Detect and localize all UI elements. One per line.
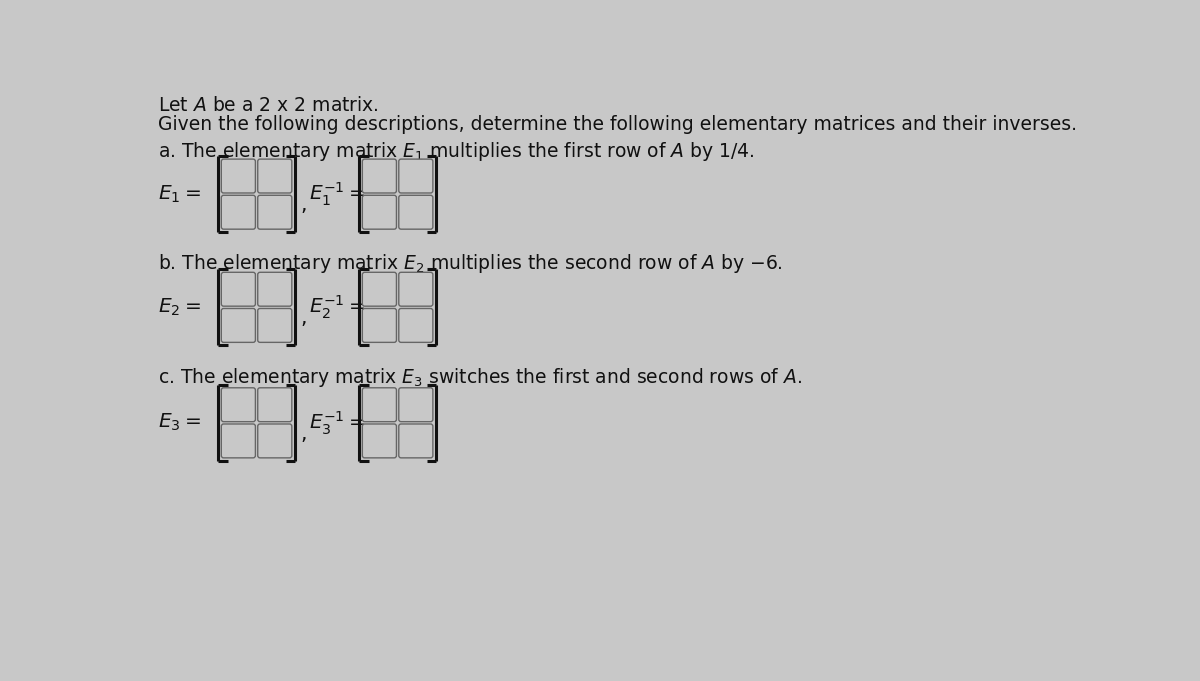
FancyBboxPatch shape [221, 159, 256, 193]
FancyBboxPatch shape [362, 159, 396, 193]
FancyBboxPatch shape [221, 272, 256, 306]
Text: $E_3=$: $E_3=$ [157, 412, 200, 434]
FancyBboxPatch shape [398, 195, 433, 229]
Text: $E_3^{-1}=$: $E_3^{-1}=$ [308, 409, 365, 437]
FancyBboxPatch shape [362, 272, 396, 306]
Text: $E_1^{-1}=$: $E_1^{-1}=$ [308, 180, 365, 208]
FancyBboxPatch shape [362, 195, 396, 229]
Text: ,: , [300, 309, 307, 328]
FancyBboxPatch shape [398, 387, 433, 422]
FancyBboxPatch shape [362, 387, 396, 422]
FancyBboxPatch shape [221, 308, 256, 343]
FancyBboxPatch shape [398, 424, 433, 458]
FancyBboxPatch shape [398, 308, 433, 343]
FancyBboxPatch shape [221, 195, 256, 229]
FancyBboxPatch shape [398, 272, 433, 306]
Text: ,: , [300, 196, 307, 215]
FancyBboxPatch shape [221, 387, 256, 422]
Text: c. The elementary matrix $\mathit{E}_3$ switches the first and second rows of $\: c. The elementary matrix $\mathit{E}_3$ … [157, 366, 802, 389]
Text: b. The elementary matrix $\mathit{E}_2$ multiplies the second row of $\mathit{A}: b. The elementary matrix $\mathit{E}_2$ … [157, 252, 782, 275]
FancyBboxPatch shape [258, 272, 292, 306]
FancyBboxPatch shape [362, 308, 396, 343]
Text: Given the following descriptions, determine the following elementary matrices an: Given the following descriptions, determ… [157, 115, 1076, 134]
Text: ,: , [300, 425, 307, 444]
Text: $E_2^{-1}=$: $E_2^{-1}=$ [308, 294, 365, 321]
Text: $E_2=$: $E_2=$ [157, 297, 200, 318]
FancyBboxPatch shape [258, 159, 292, 193]
FancyBboxPatch shape [221, 424, 256, 458]
FancyBboxPatch shape [258, 195, 292, 229]
Text: Let $\mathbf{\mathit{A}}$ be a 2 x 2 matrix.: Let $\mathbf{\mathit{A}}$ be a 2 x 2 mat… [157, 96, 378, 115]
FancyBboxPatch shape [258, 387, 292, 422]
FancyBboxPatch shape [362, 424, 396, 458]
FancyBboxPatch shape [258, 424, 292, 458]
Text: a. The elementary matrix $\mathit{E}_1$ multiplies the first row of $\mathit{A}$: a. The elementary matrix $\mathit{E}_1$ … [157, 140, 755, 163]
FancyBboxPatch shape [398, 159, 433, 193]
Text: $E_1=$: $E_1=$ [157, 183, 200, 205]
FancyBboxPatch shape [258, 308, 292, 343]
